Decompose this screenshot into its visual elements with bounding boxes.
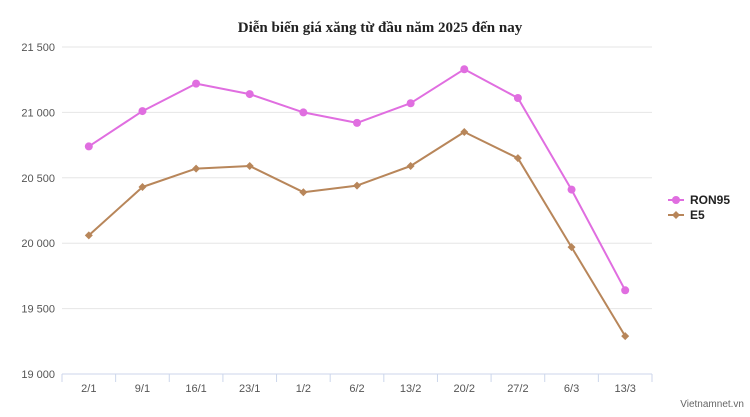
x-tick-label: 1/2 — [296, 383, 311, 395]
data-point[interactable] — [138, 107, 147, 116]
data-point[interactable] — [513, 94, 522, 103]
x-tick-label: 6/3 — [564, 383, 579, 395]
y-tick-label: 20 500 — [21, 173, 55, 185]
data-point[interactable] — [567, 185, 576, 194]
x-tick-label: 16/1 — [185, 383, 206, 395]
y-axis: 19 000 19 500 20 000 20 500 21 000 21 500 — [21, 42, 55, 381]
y-tick-label: 21 500 — [21, 42, 55, 54]
legend-marker — [672, 196, 680, 204]
data-point[interactable] — [192, 79, 201, 88]
y-tick-label: 19 500 — [21, 304, 55, 316]
data-point[interactable] — [192, 164, 201, 173]
chart-title: Diễn biến giá xăng từ đầu năm 2025 đến n… — [238, 20, 523, 36]
data-point[interactable] — [299, 108, 308, 117]
data-point[interactable] — [245, 162, 254, 171]
data-point[interactable] — [138, 182, 147, 191]
x-tick-label: 23/1 — [239, 383, 260, 395]
x-tick-label: 2/1 — [81, 383, 96, 395]
legend-marker — [672, 211, 680, 219]
plot-area — [84, 65, 630, 341]
data-point[interactable] — [406, 162, 415, 171]
series-e5 — [84, 128, 630, 341]
legend-label: E5 — [690, 208, 705, 222]
source-label: Vietnamnet.vn — [680, 399, 744, 410]
data-point[interactable] — [460, 65, 469, 74]
x-tick-label: 9/1 — [135, 383, 150, 395]
legend-item-ron95[interactable]: RON95 — [668, 193, 730, 207]
data-point[interactable] — [513, 154, 522, 163]
data-point[interactable] — [460, 128, 469, 137]
data-point[interactable] — [567, 243, 576, 252]
x-tick-label: 20/2 — [454, 383, 475, 395]
y-tick-label: 21 000 — [21, 107, 55, 119]
series-line — [88, 68, 627, 291]
y-tick-label: 20 000 — [21, 238, 55, 250]
data-point[interactable] — [245, 90, 254, 99]
data-point[interactable] — [406, 99, 415, 108]
data-point[interactable] — [353, 181, 361, 190]
data-point[interactable] — [353, 118, 361, 127]
x-tick-label: 13/3 — [614, 383, 635, 395]
data-point[interactable] — [299, 188, 308, 197]
data-point[interactable] — [621, 286, 630, 295]
legend-label: RON95 — [690, 193, 730, 207]
legend-item-e5[interactable]: E5 — [668, 208, 705, 222]
grid — [62, 46, 652, 375]
data-point[interactable] — [621, 332, 630, 341]
x-tick-label: 27/2 — [507, 383, 528, 395]
x-tick-label: 13/2 — [400, 383, 421, 395]
series-ron95 — [84, 65, 630, 295]
data-point[interactable] — [84, 142, 93, 151]
series-line — [88, 131, 627, 337]
data-point[interactable] — [84, 231, 93, 240]
y-tick-label: 19 000 — [21, 369, 55, 381]
x-axis: 2/1 9/1 16/1 23/1 1/2 6/2 13/2 20/2 27/2 6/3 13/3 — [61, 374, 653, 395]
x-tick-label: 6/2 — [349, 383, 364, 395]
